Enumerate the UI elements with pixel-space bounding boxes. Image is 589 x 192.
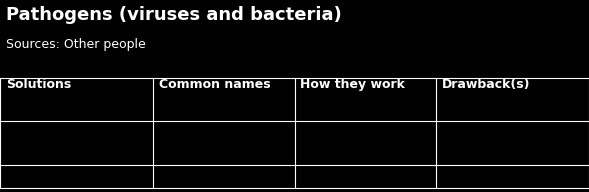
Text: Drawback(s): Drawback(s) (442, 78, 530, 91)
Text: Sources: Other people: Sources: Other people (6, 38, 145, 51)
Text: Pathogens (viruses and bacteria): Pathogens (viruses and bacteria) (6, 6, 342, 24)
Text: Solutions: Solutions (6, 78, 71, 91)
Text: How they work: How they work (300, 78, 405, 91)
Text: Common names: Common names (159, 78, 271, 91)
